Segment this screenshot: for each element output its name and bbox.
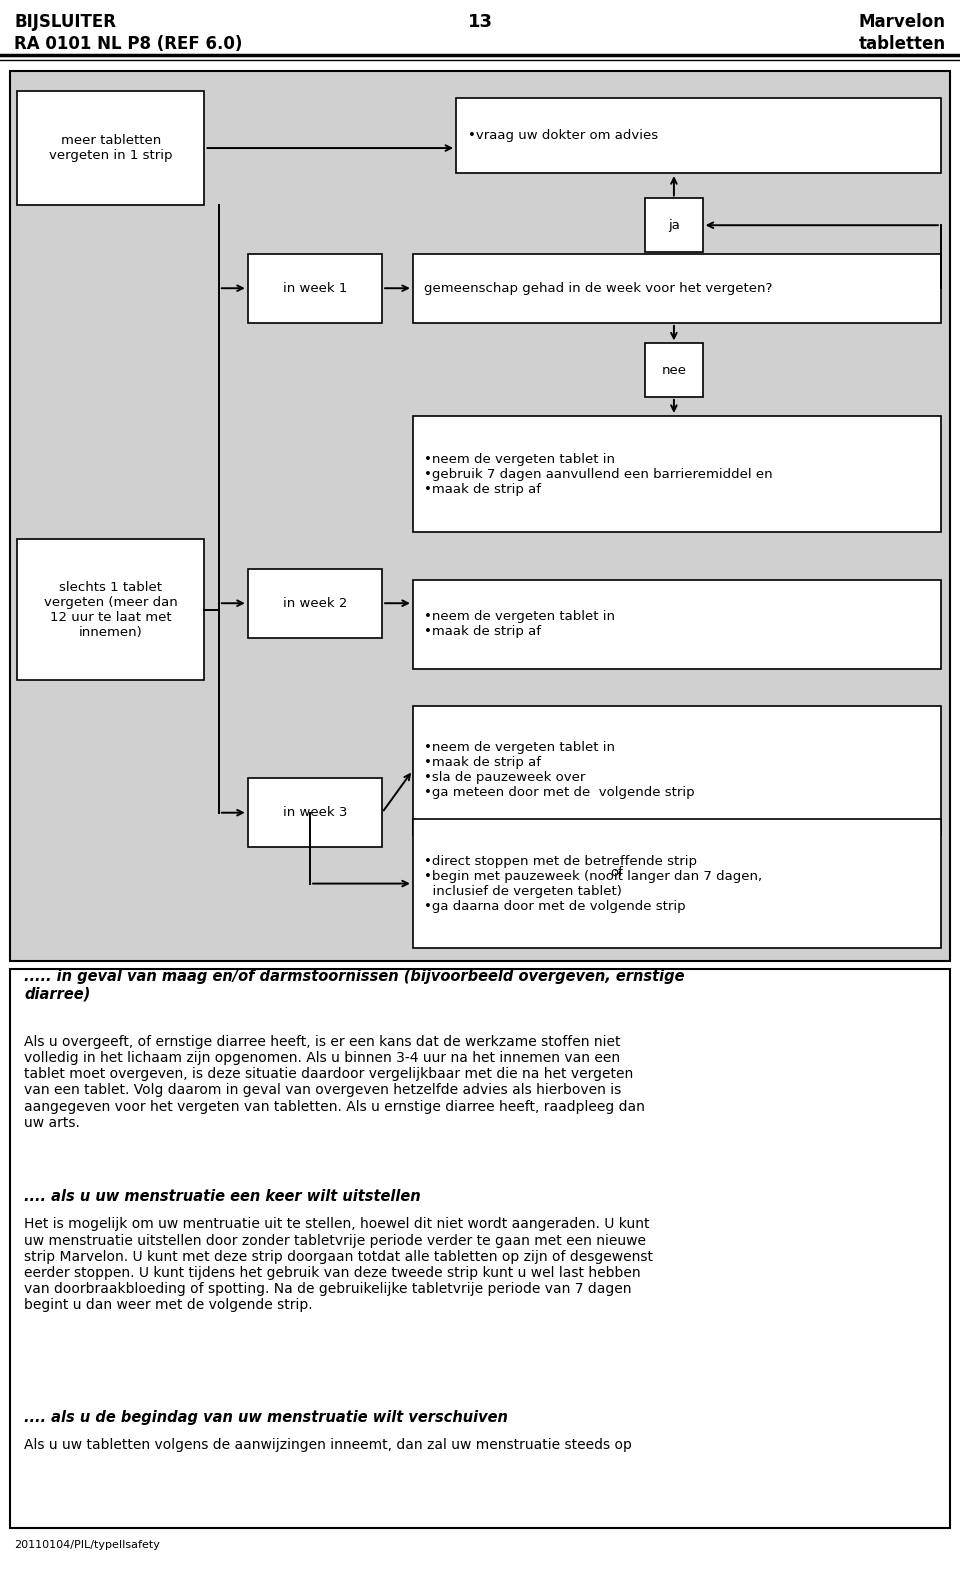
Text: ja: ja xyxy=(668,219,680,232)
FancyBboxPatch shape xyxy=(413,819,941,948)
FancyBboxPatch shape xyxy=(248,778,382,847)
FancyBboxPatch shape xyxy=(590,847,643,898)
Text: Als u uw tabletten volgens de aanwijzingen inneemt, dan zal uw menstruatie steed: Als u uw tabletten volgens de aanwijzing… xyxy=(24,1438,632,1452)
Text: RA 0101 NL P8 (REF 6.0): RA 0101 NL P8 (REF 6.0) xyxy=(14,35,243,52)
FancyBboxPatch shape xyxy=(456,98,941,173)
FancyBboxPatch shape xyxy=(248,569,382,638)
Text: 13: 13 xyxy=(468,13,492,30)
Text: •neem de vergeten tablet in
•gebruik 7 dagen aanvullend een barrieremiddel en
•m: •neem de vergeten tablet in •gebruik 7 d… xyxy=(424,452,773,496)
Text: ..... in geval van maag en/of darmstoornissen (bijvoorbeeld overgeven, ernstige
: ..... in geval van maag en/of darmstoorn… xyxy=(24,969,684,1002)
Text: 20110104/PIL/typeIIsafety: 20110104/PIL/typeIIsafety xyxy=(14,1540,160,1550)
FancyBboxPatch shape xyxy=(645,198,703,252)
FancyBboxPatch shape xyxy=(10,71,950,961)
FancyBboxPatch shape xyxy=(10,969,950,1528)
Text: Marvelon: Marvelon xyxy=(858,13,946,30)
FancyBboxPatch shape xyxy=(645,343,703,397)
Text: Het is mogelijk om uw mentruatie uit te stellen, hoewel dit niet wordt aangerade: Het is mogelijk om uw mentruatie uit te … xyxy=(24,1217,653,1312)
Text: meer tabletten
vergeten in 1 strip: meer tabletten vergeten in 1 strip xyxy=(49,134,173,162)
Text: in week 3: in week 3 xyxy=(282,806,348,819)
FancyBboxPatch shape xyxy=(248,254,382,323)
Text: .... als u de begindag van uw menstruatie wilt verschuiven: .... als u de begindag van uw menstruati… xyxy=(24,1410,508,1425)
FancyBboxPatch shape xyxy=(413,706,941,835)
Text: •vraag uw dokter om advies: •vraag uw dokter om advies xyxy=(468,129,658,142)
Text: Als u overgeeft, of ernstige diarree heeft, is er een kans dat de werkzame stoff: Als u overgeeft, of ernstige diarree hee… xyxy=(24,1035,645,1129)
Text: •neem de vergeten tablet in
•maak de strip af
•sla de pauzeweek over
•ga meteen : •neem de vergeten tablet in •maak de str… xyxy=(424,742,695,799)
Text: slechts 1 tablet
vergeten (meer dan
12 uur te laat met
innemen): slechts 1 tablet vergeten (meer dan 12 u… xyxy=(44,581,178,638)
Text: in week 2: in week 2 xyxy=(282,597,348,610)
Text: in week 1: in week 1 xyxy=(282,282,348,295)
Text: gemeenschap gehad in de week voor het vergeten?: gemeenschap gehad in de week voor het ve… xyxy=(424,282,773,295)
Text: •direct stoppen met de betreffende strip
•begin met pauzeweek (nooit langer dan : •direct stoppen met de betreffende strip… xyxy=(424,855,762,912)
FancyBboxPatch shape xyxy=(413,416,941,532)
FancyBboxPatch shape xyxy=(17,91,204,205)
Text: tabletten: tabletten xyxy=(858,35,946,52)
Text: nee: nee xyxy=(661,364,686,376)
FancyBboxPatch shape xyxy=(413,580,941,669)
Text: •neem de vergeten tablet in
•maak de strip af: •neem de vergeten tablet in •maak de str… xyxy=(424,611,615,638)
Text: BIJSLUITER: BIJSLUITER xyxy=(14,13,116,30)
Text: of: of xyxy=(611,866,623,879)
FancyBboxPatch shape xyxy=(413,254,941,323)
FancyBboxPatch shape xyxy=(17,539,204,680)
Text: .... als u uw menstruatie een keer wilt uitstellen: .... als u uw menstruatie een keer wilt … xyxy=(24,1189,420,1205)
